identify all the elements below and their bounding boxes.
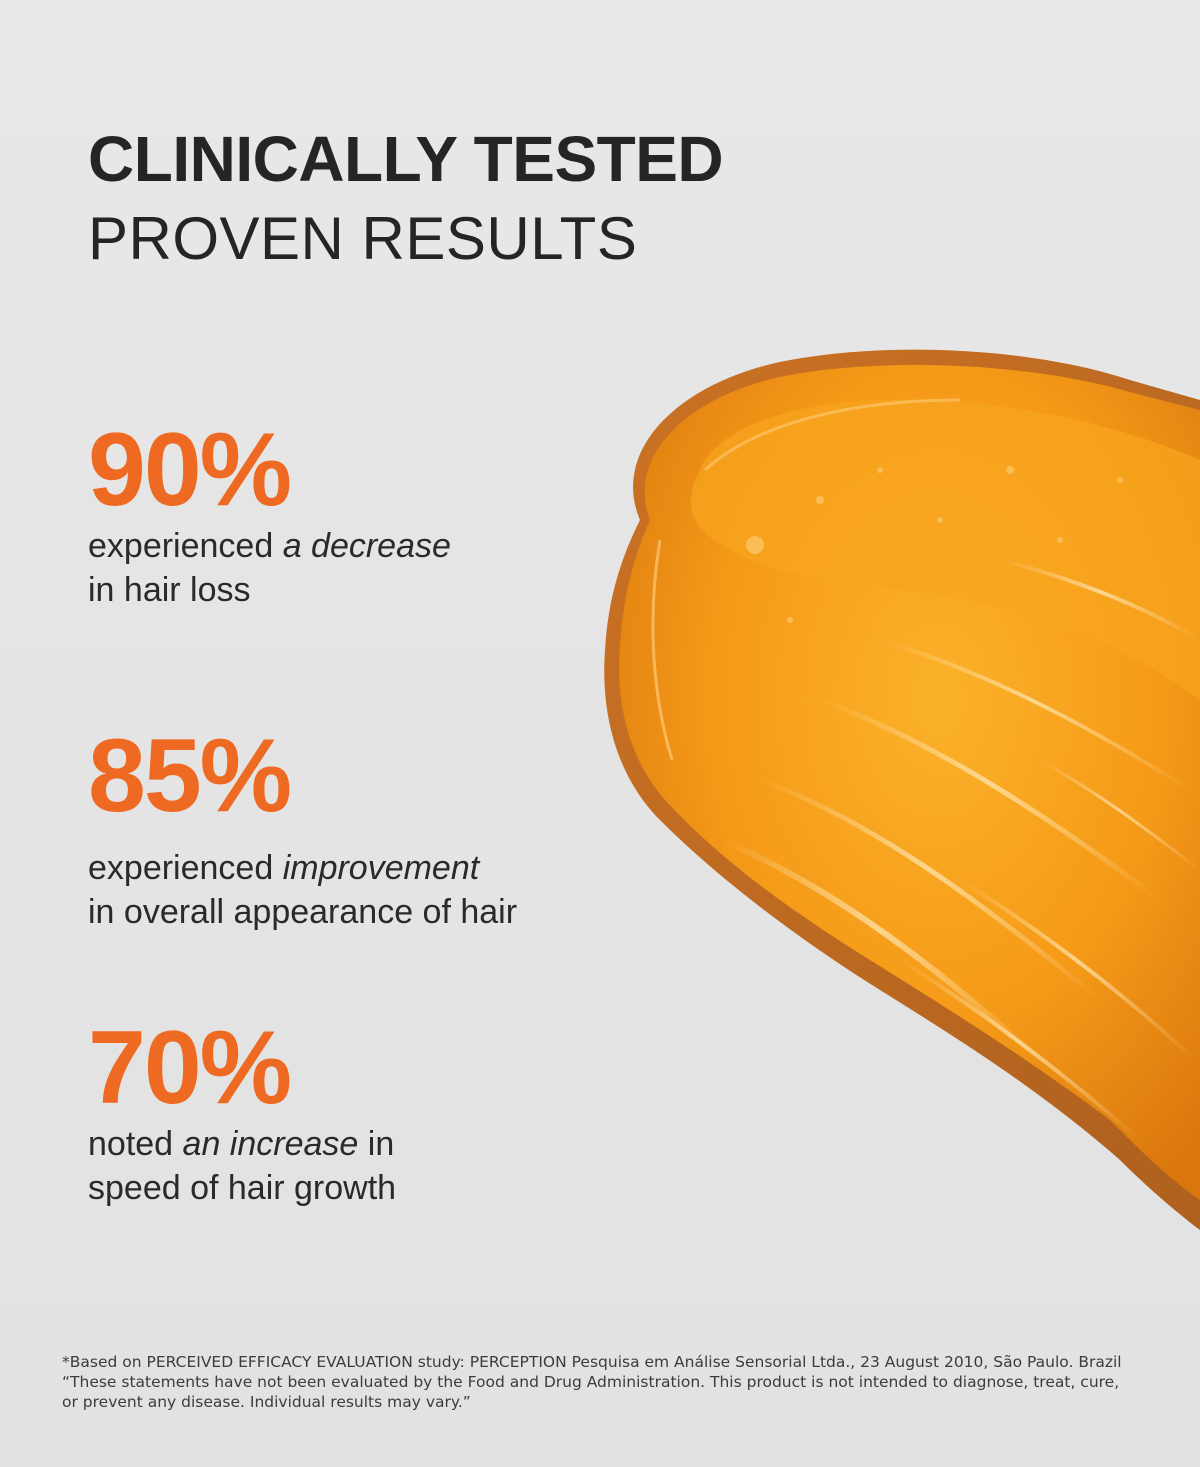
stat-text-line2: in overall appearance of hair [88, 893, 518, 931]
stat-text-line2: speed of hair growth [88, 1169, 397, 1207]
stat-block-hair-loss: 90% experienced a decrease in hair loss [88, 418, 451, 612]
stat-block-growth-speed: 70% noted an increase in speed of hair g… [88, 1016, 396, 1210]
stat-emphasis: improvement [282, 849, 480, 887]
stat-text: noted [88, 1125, 183, 1163]
disclaimer-footnote: *Based on PERCEIVED EFFICACY EVALUATION … [62, 1352, 1152, 1412]
headline: CLINICALLY TESTED PROVEN RESULTS [88, 122, 724, 276]
stat-emphasis: a decrease [282, 527, 451, 565]
footnote-fda-line-continued: or prevent any disease. Individual resul… [62, 1393, 471, 1411]
stat-percentage: 70% [88, 1010, 292, 1126]
stat-text: in [358, 1125, 395, 1163]
stat-emphasis: an increase [182, 1125, 359, 1163]
stat-block-appearance: 85% experienced improvement in overall a… [88, 724, 517, 934]
stat-text: experienced [88, 849, 283, 887]
stat-text-line2: in hair loss [88, 571, 251, 609]
stat-description: experienced improvement in overall appea… [88, 846, 517, 934]
stat-text: experienced [88, 527, 283, 565]
stat-percentage: 85% [88, 718, 292, 834]
footnote-study-line: *Based on PERCEIVED EFFICACY EVALUATION … [62, 1353, 1122, 1371]
stat-description: noted an increase in speed of hair growt… [88, 1122, 396, 1210]
stat-percentage: 90% [88, 412, 292, 528]
headline-subtitle: PROVEN RESULTS [88, 205, 638, 272]
headline-title: CLINICALLY TESTED [88, 123, 724, 195]
footnote-fda-line: “These statements have not been evaluate… [62, 1373, 1120, 1391]
stat-description: experienced a decrease in hair loss [88, 524, 451, 612]
